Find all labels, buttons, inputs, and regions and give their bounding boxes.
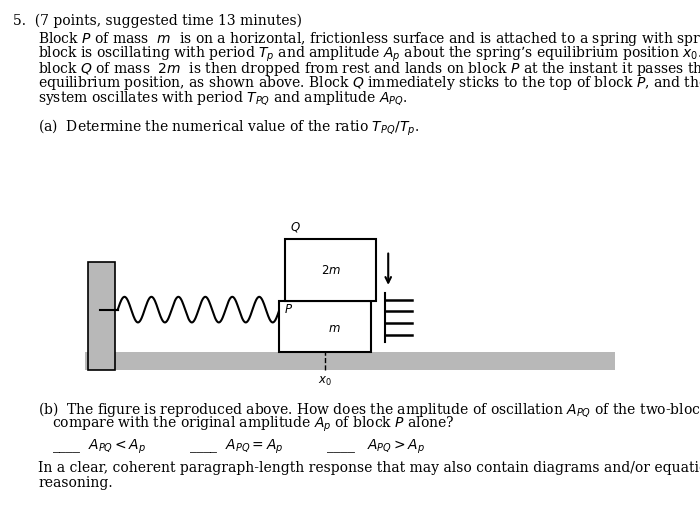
Text: compare with the original amplitude $A_p$ of block $P$ alone?: compare with the original amplitude $A_p… <box>52 415 455 434</box>
Text: 5.  (7 points, suggested time 13 minutes): 5. (7 points, suggested time 13 minutes) <box>13 14 302 28</box>
Text: In a clear, coherent paragraph-length response that may also contain diagrams an: In a clear, coherent paragraph-length re… <box>38 461 700 475</box>
Text: $Q$: $Q$ <box>290 220 301 234</box>
Text: equilibrium position, as shown above. Block $Q$ immediately sticks to the top of: equilibrium position, as shown above. Bl… <box>38 74 700 93</box>
Bar <box>279 301 370 352</box>
Bar <box>88 262 115 370</box>
Text: Block $P$ of mass  $m$  is on a horizontal, frictionless surface and is attached: Block $P$ of mass $m$ is on a horizontal… <box>38 30 700 48</box>
Text: $P$: $P$ <box>284 303 293 316</box>
Text: block $Q$ of mass  $2m$  is then dropped from rest and lands on block $P$ at the: block $Q$ of mass $2m$ is then dropped f… <box>38 60 700 78</box>
Text: system oscillates with period $T_{PQ}$ and amplitude $A_{PQ}$.: system oscillates with period $T_{PQ}$ a… <box>38 89 408 107</box>
Text: $x_0$: $x_0$ <box>318 376 332 388</box>
Text: ____  $A_{PQ} < A_p$          ____  $A_{PQ} = A_p$          ____   $A_{PQ} > A_p: ____ $A_{PQ} < A_p$ ____ $A_{PQ} = A_p$ … <box>52 437 426 455</box>
Text: block is oscillating with period $T_p$ and amplitude $A_p$ about the spring’s eq: block is oscillating with period $T_p$ a… <box>38 45 700 64</box>
Text: $2m$: $2m$ <box>321 263 341 277</box>
Text: reasoning.: reasoning. <box>38 476 113 490</box>
Bar <box>286 239 377 301</box>
Bar <box>85 352 615 370</box>
Text: $m$: $m$ <box>328 322 340 336</box>
Text: (b)  The figure is reproduced above. How does the amplitude of oscillation $A_{P: (b) The figure is reproduced above. How … <box>38 400 700 419</box>
Text: (a)  Determine the numerical value of the ratio $T_{PQ}/T_p$.: (a) Determine the numerical value of the… <box>38 118 419 138</box>
